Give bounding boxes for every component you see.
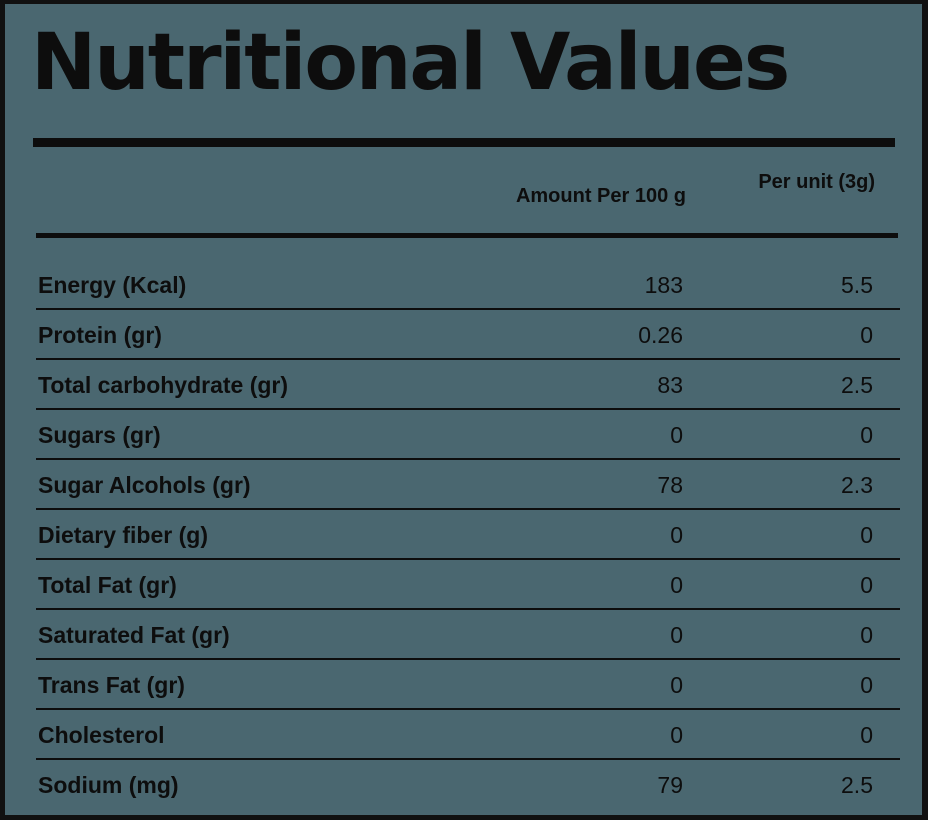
table-row: Energy (Kcal) 183 5.5: [36, 260, 900, 310]
amount-per-unit: 0: [860, 572, 873, 598]
amount-per-unit: 0: [860, 672, 873, 698]
nutrition-table: Energy (Kcal) 183 5.5 Protein (gr) 0.26 …: [36, 260, 900, 810]
amount-per-100g: 0: [670, 522, 683, 548]
nutrient-label: Trans Fat (gr): [38, 672, 185, 698]
nutrient-label: Total Fat (gr): [38, 572, 177, 598]
amount-per-100g: 0: [670, 422, 683, 448]
nutrient-label: Saturated Fat (gr): [38, 622, 230, 648]
amount-per-100g: 0: [670, 672, 683, 698]
amount-per-100g: 0.26: [638, 322, 683, 348]
column-header: Amount Per 100 g Per unit (3g): [36, 169, 896, 219]
table-row: Sugar Alcohols (gr) 78 2.3: [36, 460, 900, 510]
header-divider: [36, 233, 898, 238]
table-row: Sodium (mg) 79 2.5: [36, 760, 900, 810]
table-row: Total carbohydrate (gr) 83 2.5: [36, 360, 900, 410]
amount-per-100g: 0: [670, 622, 683, 648]
nutrient-label: Total carbohydrate (gr): [38, 372, 289, 398]
nutrient-label: Dietary fiber (g): [38, 522, 208, 548]
amount-per-100g: 0: [670, 722, 683, 748]
nutrient-label: Sugar Alcohols (gr): [38, 472, 251, 498]
amount-per-unit: 5.5: [841, 272, 873, 298]
table-row: Total Fat (gr) 0 0: [36, 560, 900, 610]
nutrition-panel: Nutritional Values Amount Per 100 g Per …: [5, 4, 922, 815]
amount-per-unit: 0: [860, 722, 873, 748]
amount-per-100g: 0: [670, 572, 683, 598]
table-row: Cholesterol 0 0: [36, 710, 900, 760]
nutrient-label: Energy (Kcal): [38, 272, 187, 298]
amount-per-unit: 0: [860, 622, 873, 648]
amount-per-unit: 0: [860, 422, 873, 448]
title-divider: [33, 138, 895, 147]
nutrient-label: Protein (gr): [38, 322, 162, 348]
amount-per-100g: 83: [657, 372, 683, 398]
nutrient-label: Sodium (mg): [38, 772, 179, 798]
table-row: Saturated Fat (gr) 0 0: [36, 610, 900, 660]
table-row: Protein (gr) 0.26 0: [36, 310, 900, 360]
amount-per-unit: 2.5: [841, 772, 873, 798]
amount-per-100g: 78: [657, 472, 683, 498]
table-row: Sugars (gr) 0 0: [36, 410, 900, 460]
amount-per-100g: 79: [657, 772, 683, 798]
page-title: Nutritional Values: [31, 18, 790, 108]
column-header-amount: Amount Per 100 g: [515, 185, 686, 207]
column-header-per-unit: Per unit (3g): [758, 171, 875, 193]
table-row: Trans Fat (gr) 0 0: [36, 660, 900, 710]
amount-per-unit: 0: [860, 322, 873, 348]
amount-per-unit: 2.5: [841, 372, 873, 398]
nutrient-label: Cholesterol: [38, 722, 165, 748]
amount-per-100g: 183: [644, 272, 683, 298]
amount-per-unit: 2.3: [841, 472, 873, 498]
table-row: Dietary fiber (g) 0 0: [36, 510, 900, 560]
amount-per-unit: 0: [860, 522, 873, 548]
nutrient-label: Sugars (gr): [38, 422, 161, 448]
